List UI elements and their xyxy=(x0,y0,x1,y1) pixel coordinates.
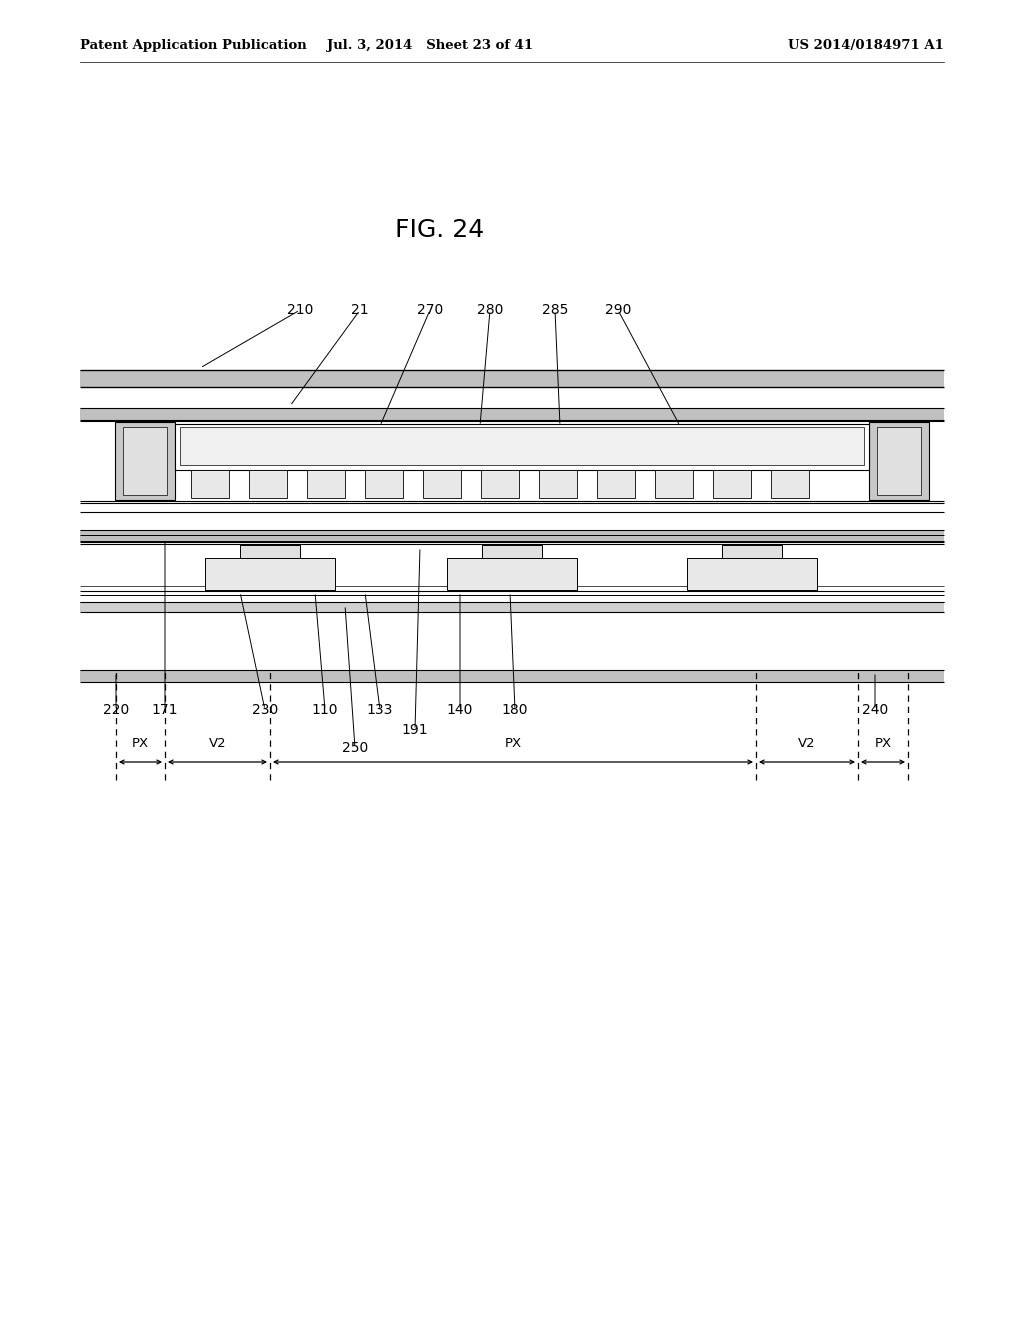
Bar xyxy=(175,424,869,470)
Text: 140: 140 xyxy=(446,704,473,717)
Bar xyxy=(240,545,300,558)
Bar xyxy=(80,602,944,612)
Bar xyxy=(481,470,519,498)
Text: 133: 133 xyxy=(367,704,393,717)
Bar xyxy=(655,470,693,498)
Bar xyxy=(123,426,167,495)
Text: V2: V2 xyxy=(209,737,226,750)
Text: 191: 191 xyxy=(401,723,428,737)
Bar xyxy=(80,531,944,543)
Text: 290: 290 xyxy=(605,304,631,317)
Text: 280: 280 xyxy=(477,304,503,317)
Text: 210: 210 xyxy=(287,304,313,317)
Bar xyxy=(722,545,782,558)
Bar xyxy=(205,558,335,590)
Bar xyxy=(80,408,944,420)
Bar xyxy=(447,558,577,590)
Text: 180: 180 xyxy=(502,704,528,717)
Bar xyxy=(80,370,944,387)
Bar xyxy=(539,470,577,498)
Text: 230: 230 xyxy=(252,704,279,717)
Text: US 2014/0184971 A1: US 2014/0184971 A1 xyxy=(788,38,944,51)
Text: Jul. 3, 2014   Sheet 23 of 41: Jul. 3, 2014 Sheet 23 of 41 xyxy=(327,38,534,51)
Text: 240: 240 xyxy=(862,704,888,717)
Bar xyxy=(713,470,751,498)
Bar xyxy=(597,470,635,498)
Bar xyxy=(115,422,175,500)
Bar xyxy=(180,426,864,465)
Bar xyxy=(869,422,929,500)
Bar xyxy=(877,426,921,495)
Bar xyxy=(482,545,542,558)
Text: 171: 171 xyxy=(152,704,178,717)
Bar xyxy=(365,470,403,498)
Text: Patent Application Publication: Patent Application Publication xyxy=(80,38,307,51)
Bar xyxy=(80,671,944,682)
Text: V2: V2 xyxy=(798,737,816,750)
Bar xyxy=(249,470,287,498)
Text: 285: 285 xyxy=(542,304,568,317)
Text: 250: 250 xyxy=(342,741,368,755)
Bar xyxy=(423,470,461,498)
Text: PX: PX xyxy=(505,737,521,750)
Text: PX: PX xyxy=(874,737,892,750)
Text: 270: 270 xyxy=(417,304,443,317)
Bar xyxy=(687,558,817,590)
Text: 110: 110 xyxy=(311,704,338,717)
Bar xyxy=(771,470,809,498)
Bar xyxy=(191,470,229,498)
Text: 21: 21 xyxy=(351,304,369,317)
Bar xyxy=(307,470,345,498)
Text: PX: PX xyxy=(131,737,148,750)
Text: FIG. 24: FIG. 24 xyxy=(395,218,484,242)
Text: 220: 220 xyxy=(102,704,129,717)
